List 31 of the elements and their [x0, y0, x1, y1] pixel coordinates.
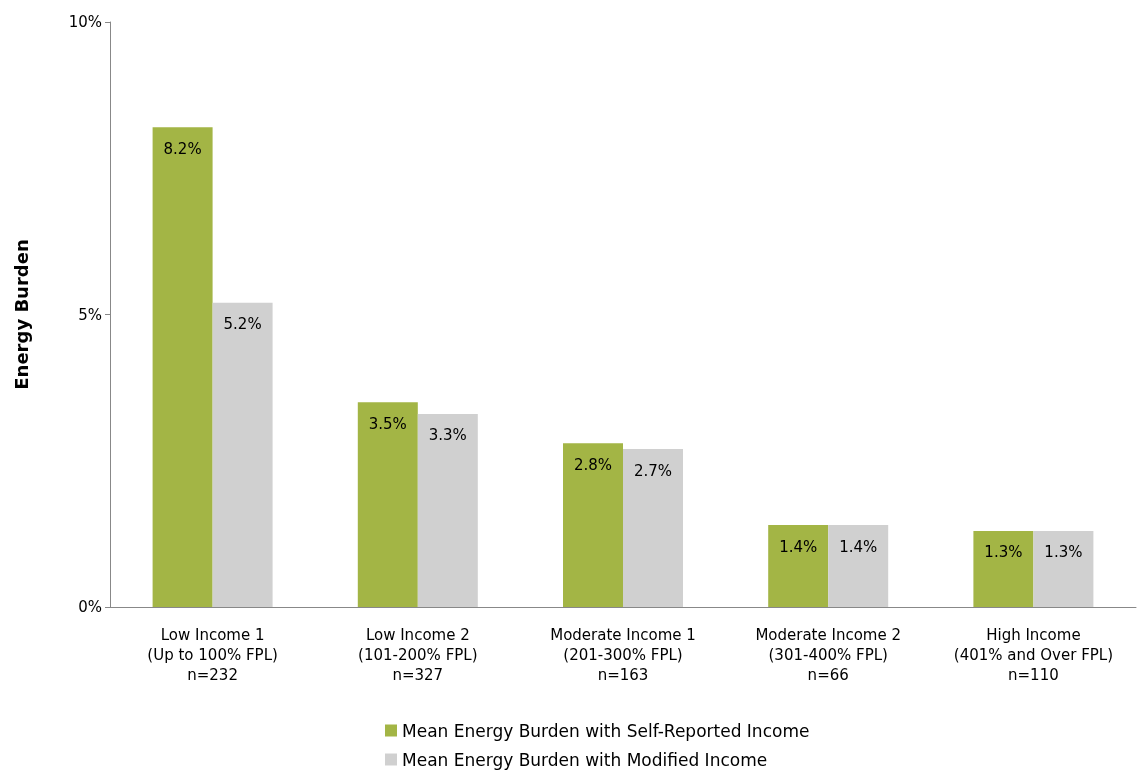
x-tick-label: Moderate Income 1 (201-300% FPL) n=163	[550, 626, 696, 684]
bar	[152, 127, 213, 607]
legend-label: Mean Energy Burden with Self-Reported Income	[402, 720, 810, 741]
legend-label: Mean Energy Burden with Modified Income	[402, 749, 768, 770]
bar	[973, 530, 1034, 607]
data-label: 1.4%	[779, 537, 818, 556]
bar	[357, 402, 418, 607]
data-label: 2.8%	[573, 455, 613, 474]
data-label: 1.3%	[984, 543, 1023, 562]
bar	[1033, 530, 1094, 607]
bar	[212, 302, 273, 607]
data-label: 3.5%	[368, 414, 407, 433]
bar	[417, 413, 478, 607]
x-tick-label: Low Income 2 (101-200% FPL) n=327	[358, 626, 478, 684]
data-label: 5.2%	[223, 315, 262, 334]
bar	[828, 525, 889, 607]
data-label: 3.3%	[428, 426, 467, 445]
y-axis-title: Energy Burden	[10, 239, 32, 390]
bar	[563, 443, 623, 607]
data-label: 2.7%	[633, 461, 673, 480]
data-label: 1.4%	[839, 537, 878, 556]
x-tick-label: Low Income 1 (Up to 100% FPL) n=232	[147, 626, 278, 684]
y-tick-label: 10%	[68, 13, 102, 31]
data-label: 8.2%	[163, 139, 202, 158]
x-tick-label: Moderate Income 2 (301-400% FPL) n=66	[755, 626, 902, 684]
y-tick-label: 5%	[78, 305, 102, 324]
y-tick-label: 0%	[78, 598, 102, 616]
bar	[623, 449, 683, 607]
data-label: 1.3%	[1044, 543, 1083, 562]
bar	[768, 525, 829, 607]
x-tick-label: High Income (401% and Over FPL) n=110	[953, 626, 1114, 684]
